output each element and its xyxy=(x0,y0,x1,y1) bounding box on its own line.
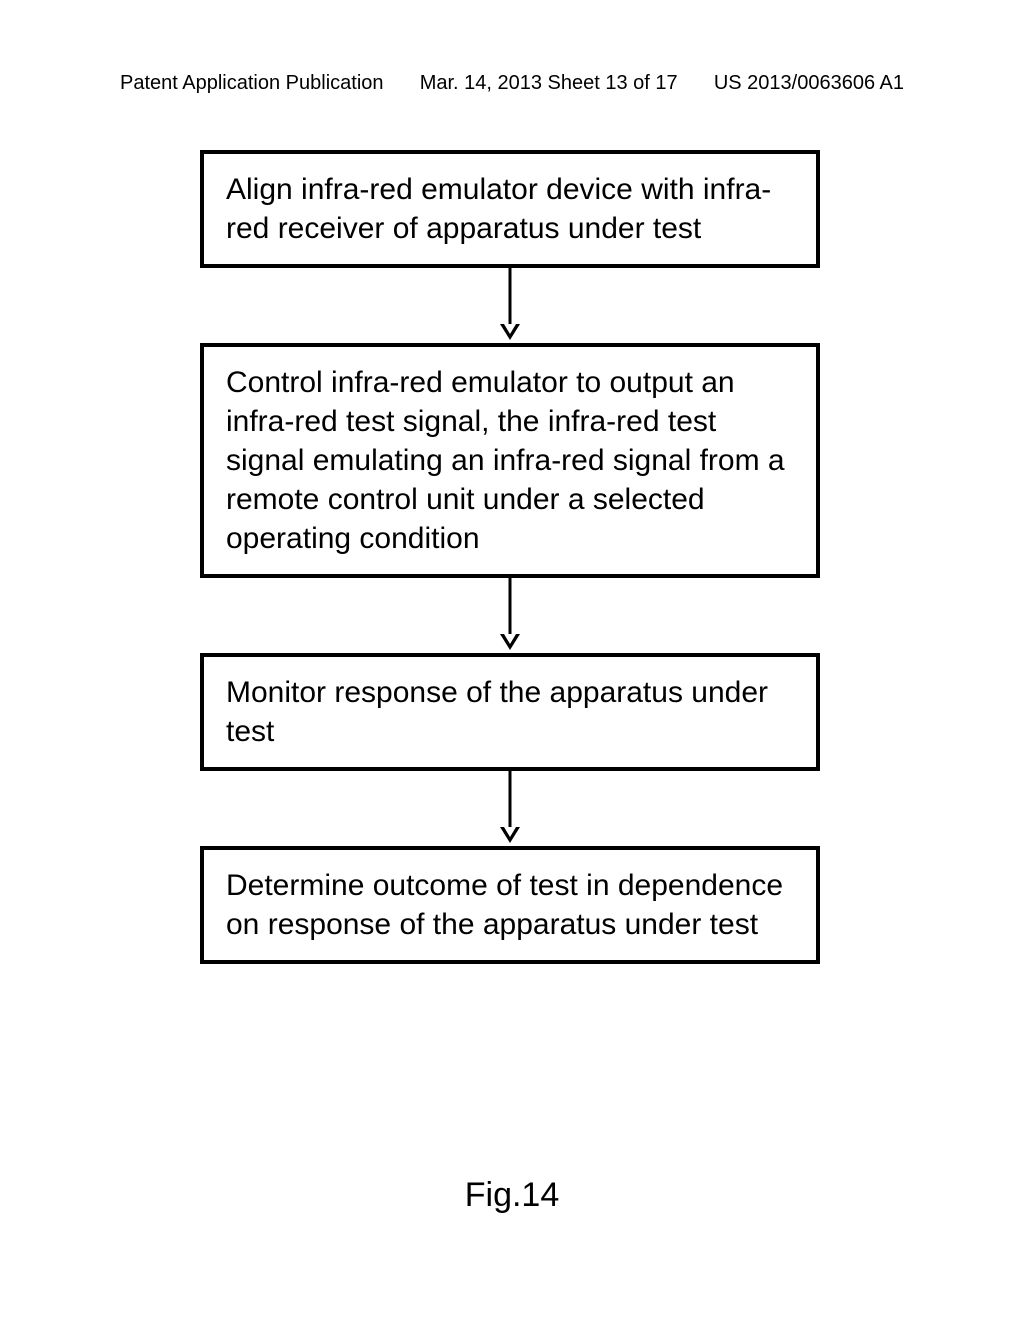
page-header: Patent Application Publication Mar. 14, … xyxy=(0,72,1024,95)
flowchart-box-1: Align infra-red emulator device with inf… xyxy=(200,150,820,268)
flowchart-box-3-text: Monitor response of the apparatus under … xyxy=(226,673,794,751)
figure-label: Fig.14 xyxy=(465,1176,560,1215)
flowchart-container: Align infra-red emulator device with inf… xyxy=(200,150,820,964)
flowchart-box-2-text: Control infra-red emulator to output an … xyxy=(226,363,794,558)
arrow-head-inner-icon xyxy=(504,324,516,334)
header-date-sheet: Mar. 14, 2013 Sheet 13 of 17 xyxy=(420,72,678,95)
arrow-line-icon xyxy=(509,771,512,831)
flowchart-box-4: Determine outcome of test in dependence … xyxy=(200,846,820,964)
flowchart-box-2: Control infra-red emulator to output an … xyxy=(200,343,820,578)
flowchart-box-1-text: Align infra-red emulator device with inf… xyxy=(226,170,794,248)
header-publication-label: Patent Application Publication xyxy=(120,72,384,95)
flowchart-arrow-1 xyxy=(200,268,820,343)
arrow-line-icon xyxy=(509,268,512,328)
header-patent-number: US 2013/0063606 A1 xyxy=(714,72,904,95)
flowchart-box-4-text: Determine outcome of test in dependence … xyxy=(226,866,794,944)
arrow-line-icon xyxy=(509,578,512,638)
arrow-head-inner-icon xyxy=(504,827,516,837)
flowchart-arrow-3 xyxy=(200,771,820,846)
arrow-head-inner-icon xyxy=(504,634,516,644)
flowchart-arrow-2 xyxy=(200,578,820,653)
flowchart-box-3: Monitor response of the apparatus under … xyxy=(200,653,820,771)
